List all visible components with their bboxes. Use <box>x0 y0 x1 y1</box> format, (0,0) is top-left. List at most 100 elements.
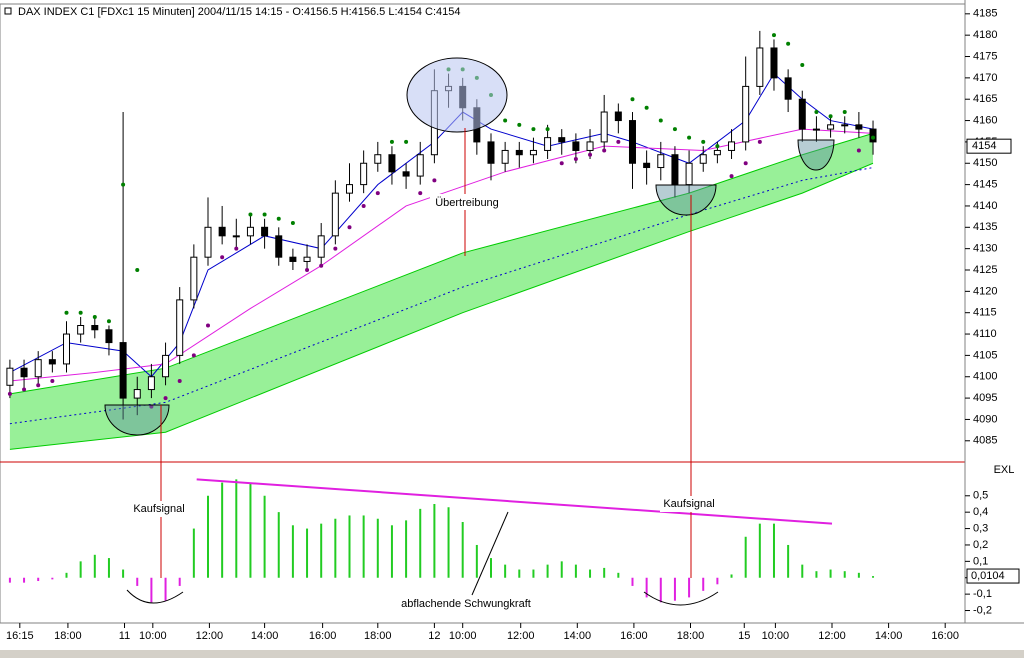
sar-dot <box>701 139 706 144</box>
y-tick-label: 4110 <box>973 328 997 340</box>
sar-dot <box>503 118 508 123</box>
annotation-arc <box>643 591 719 606</box>
candle-body <box>713 149 721 156</box>
sar-dot <box>786 41 791 46</box>
x-tick-label: 10:00 <box>449 630 477 642</box>
y-tick-label: 4185 <box>973 8 997 20</box>
candle-body <box>246 226 254 237</box>
annotation-pointer <box>471 511 509 596</box>
y-tick-label: 4140 <box>973 200 997 212</box>
candle-body <box>374 154 382 164</box>
highlight-circle <box>797 139 835 171</box>
candle-body <box>572 141 580 151</box>
candle-body <box>558 137 566 143</box>
status-bar <box>0 650 1024 658</box>
candle-body <box>119 342 127 399</box>
candle-body <box>232 235 240 238</box>
x-tick-label: 16:00 <box>309 630 337 642</box>
candle-body <box>501 149 509 164</box>
sar-dot <box>78 310 83 315</box>
sar-dot <box>573 156 578 161</box>
candle-body <box>204 226 212 258</box>
sar-dot <box>135 268 140 272</box>
last-price: 4154 <box>972 140 996 152</box>
plot-layer: 4085 4090 4095 4100 4105 4110 4115 4120 4125 4130… <box>6 8 1020 642</box>
candle-body <box>20 367 28 378</box>
candle-body <box>6 367 14 386</box>
candle-body <box>48 359 56 365</box>
candle-body <box>317 235 325 258</box>
last-value: 0,0104 <box>971 570 1005 582</box>
band-line <box>9 132 874 395</box>
candle-body <box>275 235 283 258</box>
candle-body <box>402 171 410 177</box>
band-area <box>9 133 874 450</box>
candle-body <box>699 154 707 164</box>
x-tick-label: 18:00 <box>364 630 392 642</box>
x-tick-label: 18:00 <box>54 630 82 642</box>
sar-dot <box>36 383 41 388</box>
y-tick-label: 4170 <box>973 72 997 84</box>
candle-body <box>162 354 170 378</box>
sar-dot <box>361 203 366 208</box>
y-tick-label: 4100 <box>973 371 997 383</box>
sar-dot <box>163 396 168 401</box>
sar-dot <box>7 391 12 396</box>
x-tick-label: 16:00 <box>931 630 959 642</box>
sar-dot <box>715 144 720 149</box>
candle-body <box>360 162 368 186</box>
sar-dot <box>276 216 281 221</box>
candle-body <box>770 47 778 79</box>
sar-dot <box>531 127 536 132</box>
y-tick-label: 4085 <box>973 435 997 447</box>
x-tick-label: 14:00 <box>564 630 592 642</box>
candle-body <box>105 329 113 344</box>
sar-dot <box>616 139 621 144</box>
sar-dot <box>871 135 876 140</box>
candle-body <box>855 124 863 130</box>
sar-dot <box>234 246 239 251</box>
y-tick-label: -0,2 <box>973 604 992 616</box>
sar-dot <box>177 379 182 384</box>
y-tick-label: 4160 <box>973 114 997 126</box>
candle-body <box>147 376 155 391</box>
window-icon[interactable] <box>4 7 12 15</box>
sar-dot <box>729 174 734 179</box>
chart-title: DAX INDEX C1 [FDXc1 15 Minuten] 2004/11/… <box>18 6 461 18</box>
x-tick-label: 16:15 <box>6 630 34 642</box>
candle-body <box>176 299 184 356</box>
y-tick-label: 4150 <box>973 157 997 169</box>
x-tick-label: 15 <box>738 630 750 642</box>
y-tick-label: 4090 <box>973 413 997 425</box>
x-tick-label: 12:00 <box>818 630 846 642</box>
candle-body <box>628 120 636 164</box>
x-tick-label: 12 <box>428 630 440 642</box>
sar-dot <box>757 139 762 144</box>
candle-body <box>841 124 849 127</box>
sar-dot <box>106 319 111 324</box>
candle-body <box>812 128 820 131</box>
sar-dot <box>828 114 833 119</box>
candle-body <box>728 141 736 151</box>
sar-dot <box>290 221 295 226</box>
y-tick-label: 4135 <box>973 221 997 233</box>
candle-body <box>869 128 877 143</box>
candle-body <box>586 141 594 151</box>
sar-dot <box>672 127 677 132</box>
y-tick-label: 4180 <box>973 29 997 41</box>
sar-dot <box>517 122 522 127</box>
y-tick-label: -0,1 <box>973 588 992 600</box>
indicator-name: EXL <box>994 464 1015 476</box>
annotation: Übertreibung <box>435 197 499 209</box>
sar-dot <box>842 110 847 115</box>
candle-body <box>657 154 665 169</box>
candle-body <box>798 98 806 130</box>
candle-body <box>77 325 85 335</box>
annotation-arc <box>126 589 184 604</box>
sar-dot <box>588 152 593 157</box>
candle-body <box>34 359 42 378</box>
x-tick-label: 14:00 <box>251 630 279 642</box>
sar-dot <box>856 148 861 153</box>
sar-dot <box>50 379 55 384</box>
